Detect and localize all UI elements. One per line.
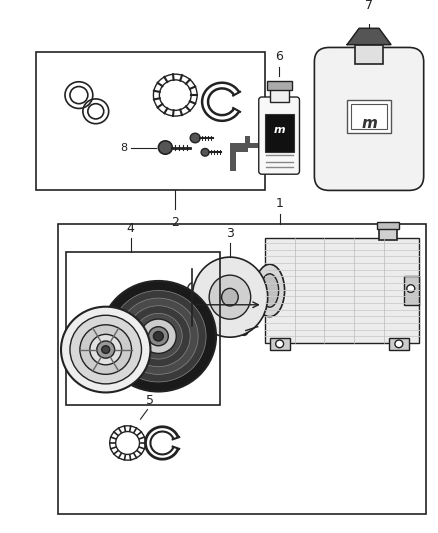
Circle shape — [153, 332, 163, 341]
Polygon shape — [230, 136, 262, 171]
Circle shape — [134, 313, 182, 359]
Text: 5: 5 — [146, 394, 155, 407]
Ellipse shape — [192, 257, 268, 337]
Circle shape — [70, 315, 141, 384]
Bar — [377, 222, 399, 230]
Ellipse shape — [255, 264, 285, 317]
Circle shape — [201, 149, 209, 156]
Text: 6: 6 — [275, 50, 283, 63]
Bar — [265, 114, 293, 152]
Text: 2: 2 — [171, 216, 179, 229]
Circle shape — [395, 340, 403, 348]
Bar — [36, 52, 265, 190]
Circle shape — [407, 285, 415, 293]
FancyBboxPatch shape — [314, 47, 424, 190]
Circle shape — [101, 281, 216, 392]
Circle shape — [61, 306, 150, 392]
Circle shape — [240, 328, 248, 335]
Bar — [351, 104, 387, 130]
FancyBboxPatch shape — [259, 97, 300, 174]
Circle shape — [80, 325, 131, 374]
Circle shape — [141, 319, 176, 353]
Text: 8: 8 — [120, 142, 127, 152]
Text: 3: 3 — [226, 227, 234, 240]
Circle shape — [111, 290, 206, 382]
Bar — [265, 238, 419, 343]
Polygon shape — [347, 28, 391, 45]
Ellipse shape — [209, 275, 251, 319]
Bar — [66, 252, 220, 405]
Text: m: m — [361, 116, 377, 131]
Bar — [379, 229, 397, 240]
Text: 7: 7 — [365, 0, 373, 12]
Bar — [404, 276, 419, 305]
Bar — [270, 88, 289, 102]
Bar — [355, 45, 383, 63]
Bar — [58, 224, 426, 514]
Circle shape — [190, 133, 200, 143]
Text: 1: 1 — [276, 197, 283, 211]
Circle shape — [276, 340, 283, 348]
Circle shape — [90, 334, 122, 365]
Text: 4: 4 — [127, 222, 134, 235]
Bar — [389, 338, 409, 350]
Ellipse shape — [261, 274, 279, 307]
Bar — [270, 338, 290, 350]
Circle shape — [127, 306, 190, 367]
Text: m: m — [273, 125, 285, 135]
Bar — [347, 100, 391, 133]
Circle shape — [102, 346, 110, 353]
Bar — [267, 81, 292, 90]
Circle shape — [97, 341, 115, 358]
Circle shape — [159, 141, 172, 154]
Circle shape — [119, 298, 198, 374]
Ellipse shape — [222, 288, 238, 306]
Circle shape — [148, 327, 168, 346]
